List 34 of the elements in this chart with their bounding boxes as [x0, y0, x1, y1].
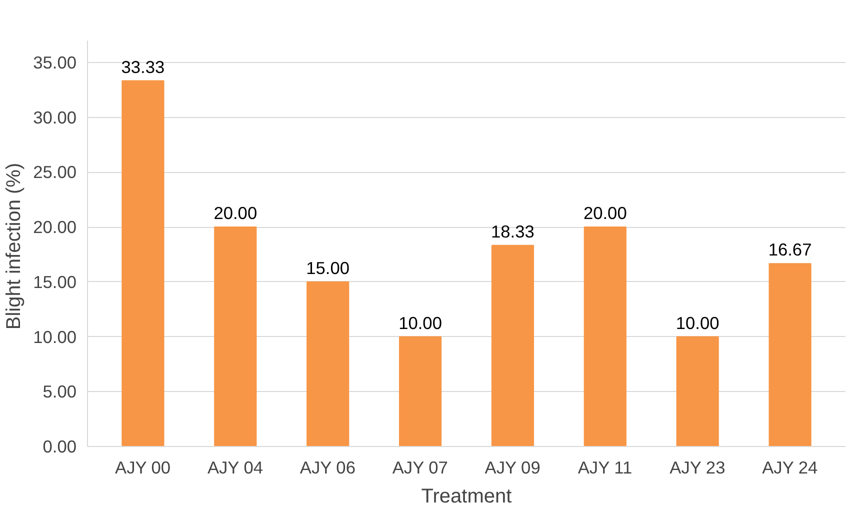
y-axis-title: Blight infection (%) [3, 162, 26, 330]
y-tick-label: 35.00 [33, 52, 77, 72]
data-label: 20.00 [214, 203, 258, 224]
x-tick-label: AJY 11 [578, 458, 632, 478]
data-label: 20.00 [583, 203, 627, 224]
data-label: 18.33 [491, 221, 534, 242]
bar [122, 80, 164, 446]
y-tick-label: 20.00 [33, 217, 77, 238]
x-tick-label: AJY 07 [392, 458, 448, 478]
bar [491, 244, 534, 446]
y-tick-label: 15.00 [33, 272, 77, 292]
x-tick-label: AJY 06 [300, 458, 356, 478]
y-tick-label: 0.00 [42, 436, 77, 456]
x-tick-label: AJY 24 [762, 458, 818, 478]
bar [306, 281, 350, 446]
x-tick-label: AJY 00 [115, 458, 171, 478]
data-label: 15.00 [306, 258, 350, 278]
data-label: 33.33 [121, 56, 165, 77]
bar [584, 226, 626, 446]
x-tick-label: AJY 04 [207, 458, 264, 478]
y-tick-label: 10.00 [33, 326, 77, 347]
data-label: 16.67 [768, 240, 812, 260]
data-label: 10.00 [676, 312, 720, 333]
y-tick-label: 30.00 [33, 107, 77, 128]
bar [768, 263, 812, 446]
x-tick-label: AJY 09 [484, 458, 540, 478]
bar [398, 336, 442, 446]
y-tick-label: 5.00 [42, 382, 77, 402]
data-label: 10.00 [398, 312, 442, 333]
bar [676, 336, 719, 446]
y-tick-label: 25.00 [33, 162, 77, 182]
x-axis-title: Treatment [421, 486, 512, 508]
bar [214, 226, 257, 446]
x-tick-label: AJY 23 [670, 458, 726, 478]
